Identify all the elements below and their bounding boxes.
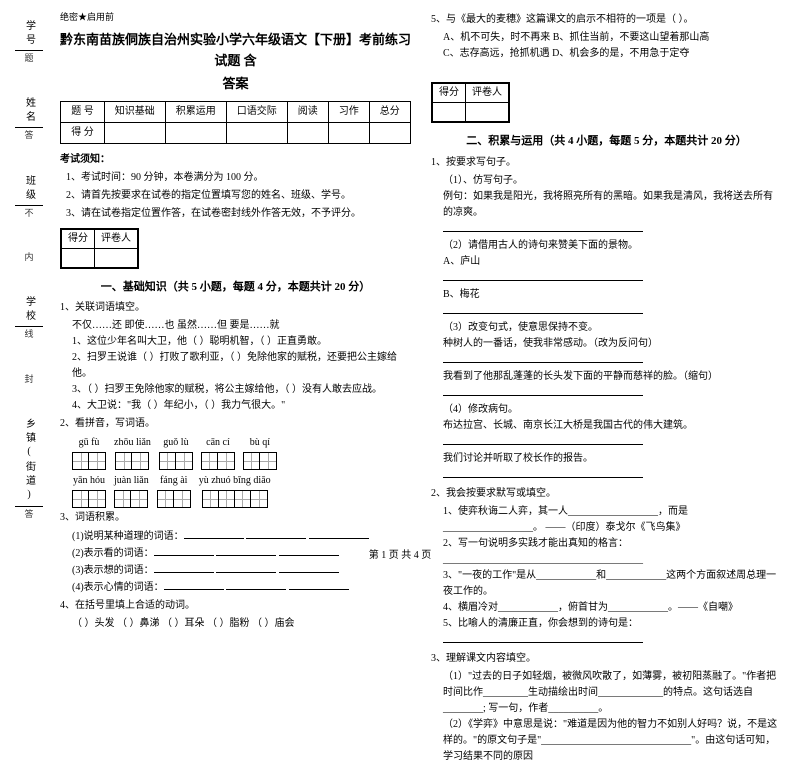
section-head-left: 得分评卷人 — [60, 228, 139, 269]
side-label: 乡镇(街道) — [22, 418, 37, 504]
score-row-label: 得 分 — [61, 122, 105, 143]
q5-title: 5、与《最大的麦穗》这篇课文的启示不相符的一项是（ ）。 — [431, 12, 782, 28]
exam-title-2: 答案 — [60, 74, 411, 95]
r-q3-1: （1）"过去的日子如轻烟，被微风吹散了，如薄雾，被初阳蒸融了。"作者把时间比作_… — [431, 669, 782, 717]
note-item: 3、请在试卷指定位置作答，在试卷密封线外作答无效，不予评分。 — [66, 206, 411, 222]
r-q2-3: 3、"一夜的工作"是从____________和____________这两个方… — [431, 568, 782, 600]
side-hint: 内 — [23, 252, 36, 263]
r-q2-5: 5、比喻人的清廉正直，你会想到的诗句是： — [431, 616, 782, 632]
r-q1-4b: 我们讨论并听取了校长作的报告。 — [431, 451, 782, 467]
exam-title-1: 黔东南苗族侗族自治州实验小学六年级语文【下册】考前练习试题 含 — [60, 30, 411, 72]
score-h: 阅读 — [287, 101, 328, 122]
r-q1-2b: B、梅花 — [431, 287, 782, 303]
q3-title: 3、词语积累。 — [60, 510, 411, 526]
score-table: 题 号 知识基础 积累运用 口语交际 阅读 习作 总分 得 分 — [60, 101, 411, 144]
r-q2-title: 2、我会按要求默写或填空。 — [431, 486, 782, 502]
q2-title: 2、看拼音，写词语。 — [60, 416, 411, 432]
section1-title: 一、基础知识（共 5 小题，每题 4 分，本题共计 20 分） — [60, 279, 411, 297]
r-q1-3a: 种树人的一番话，使我非常感动。（改为反问句） — [431, 336, 782, 352]
q1-a: 1、这位少年名叫大卫，他（ ）聪明机智，（ ）正直勇敢。 — [60, 334, 411, 350]
r-q1-sub: （1）、仿写句子。 — [431, 173, 782, 189]
r-q1-2a: A、庐山 — [431, 254, 782, 270]
left-column: 绝密★启用前 黔东南苗族侗族自治州实验小学六年级语文【下册】考前练习试题 含 答… — [50, 10, 421, 540]
right-column: 5、与《最大的麦穗》这篇课文的启示不相符的一项是（ ）。 A、机不可失，时不再来… — [421, 10, 792, 540]
q5-b: C、志存高远，抢抓机遇 D、机会多的是，不用急于定夺 — [431, 46, 782, 62]
q1-c: 3、（ ）扫罗王免除他家的赋税，将公主嫁给他，（ ）没有人敢去应战。 — [60, 382, 411, 398]
q3-item: (1)说明某种道理的词语： — [60, 528, 411, 545]
q4-title: 4、在括号里填上合适的动词。 — [60, 598, 411, 614]
r-q1-2: （2）请借用古人的诗句来赞美下面的景物。 — [431, 238, 782, 254]
score-h: 口语交际 — [226, 101, 287, 122]
score-h: 积累运用 — [165, 101, 226, 122]
note-item: 1、考试时间：90 分钟，本卷满分为 100 分。 — [66, 170, 411, 186]
binding-sidebar: 学号题 姓名答 班级不 内 学校线 封 乡镇(街道) 答 — [8, 10, 50, 530]
r-q1-title: 1、按要求写句子。 — [431, 155, 782, 171]
head-a: 得分 — [433, 84, 466, 103]
side-hint: 不 — [23, 208, 36, 219]
r-q1-ex: 例句：如果我是阳光，我将照亮所有的黑暗。如果我是清风，我将送去所有的凉爽。 — [431, 189, 782, 221]
head-b: 评卷人 — [466, 84, 509, 103]
r-q1-4: （4）修改病句。 — [431, 402, 782, 418]
head-a: 得分 — [62, 229, 95, 248]
side-hint: 封 — [23, 374, 36, 385]
side-hint: 答 — [23, 509, 36, 520]
score-h: 知识基础 — [104, 101, 165, 122]
side-label: 班级 — [22, 175, 37, 203]
side-hint: 题 — [23, 53, 36, 64]
side-hint: 线 — [23, 329, 36, 340]
q1-title: 1、关联词语填空。 — [60, 300, 411, 316]
q4-line: （ ）头发 （ ）鼻涕 （ ）耳朵 （ ）脂粉 （ ）庙会 — [60, 616, 411, 632]
pinyin-row-1: gū fùzhōu liǎnguǒ lùcān cíbù qí — [72, 435, 411, 470]
secret-label: 绝密★启用前 — [60, 10, 411, 24]
r-q1-3: （3）改变句式，使意思保持不变。 — [431, 320, 782, 336]
r-q1-3b: 我看到了他那乱蓬蓬的长头发下面的平静而慈祥的脸。（缩句） — [431, 369, 782, 385]
side-hint: 答 — [23, 130, 36, 141]
r-q1-4a: 布达拉宫、长城、南京长江大桥是我国古代的伟大建筑。 — [431, 418, 782, 434]
q1-b: 2、扫罗王说谁（ ）打败了歌利亚，（ ）免除他家的赋税，还要把公主嫁给他。 — [60, 350, 411, 382]
side-label: 姓名 — [22, 97, 37, 125]
q1-words: 不仅……还 即使……也 虽然……但 要是……就 — [60, 318, 411, 334]
score-h: 习作 — [328, 101, 369, 122]
section2-title: 二、积累与运用（共 4 小题，每题 5 分，本题共计 20 分） — [431, 133, 782, 151]
r-q3-title: 3、理解课文内容填空。 — [431, 651, 782, 667]
r-q2-1: 1、使弈秋诲二人弈，其一人__________________，而是______… — [431, 504, 782, 536]
side-label: 学校 — [22, 296, 37, 324]
side-label: 学号 — [22, 20, 37, 48]
notes-title: 考试须知： — [60, 152, 411, 168]
head-b: 评卷人 — [95, 229, 138, 248]
note-item: 2、请首先按要求在试卷的指定位置填写您的姓名、班级、学号。 — [66, 188, 411, 204]
r-q3-2: （2）《学弈》中意思是说："难道是因为他的智力不如别人好吗？说，不是这样的。"的… — [431, 717, 782, 765]
q5-a: A、机不可失，时不再来 B、抓住当前，不要这山望着那山高 — [431, 30, 782, 46]
section-head-right: 得分评卷人 — [431, 82, 510, 123]
q1-d: 4、大卫说："我（ ）年纪小，（ ）我力气很大。" — [60, 398, 411, 414]
page-footer: 第 1 页 共 4 页 — [0, 546, 800, 561]
pinyin-row-2: yān hóujuàn liǎnfáng àiyù zhuó bīng diāo — [72, 473, 411, 508]
q3-item: (4)表示心情的词语： — [60, 579, 411, 596]
score-h: 题 号 — [61, 101, 105, 122]
score-h: 总分 — [369, 101, 410, 122]
notes-list: 1、考试时间：90 分钟，本卷满分为 100 分。 2、请首先按要求在试卷的指定… — [60, 170, 411, 222]
r-q2-4: 4、横眉冷对____________，俯首甘为____________。——《自… — [431, 600, 782, 616]
